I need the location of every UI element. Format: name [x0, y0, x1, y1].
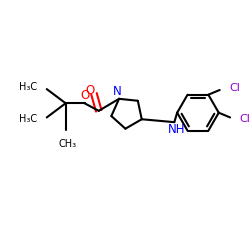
Text: O: O	[81, 89, 90, 102]
Text: O: O	[86, 84, 95, 96]
Text: CH₃: CH₃	[58, 139, 76, 149]
Text: Cl: Cl	[240, 114, 250, 124]
Text: N: N	[113, 85, 122, 98]
Text: NH: NH	[168, 123, 185, 136]
Text: H₃C: H₃C	[19, 82, 37, 92]
Text: Cl: Cl	[229, 83, 240, 93]
Text: H₃C: H₃C	[19, 114, 37, 124]
